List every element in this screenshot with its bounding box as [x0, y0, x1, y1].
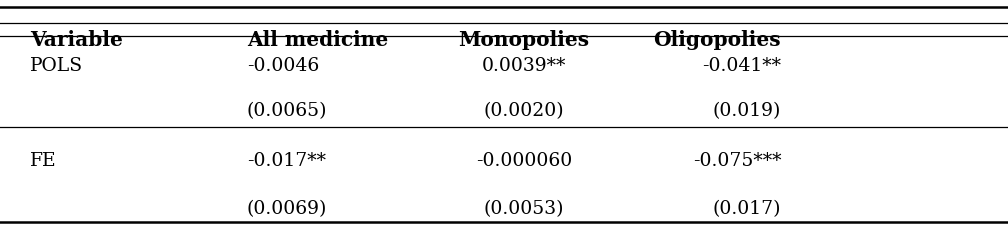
Text: -0.017**: -0.017** [247, 152, 326, 170]
Text: (0.0020): (0.0020) [484, 102, 564, 120]
Text: -0.075***: -0.075*** [692, 152, 781, 170]
Text: (0.0069): (0.0069) [247, 200, 328, 218]
Text: -0.0046: -0.0046 [247, 57, 320, 75]
Text: FE: FE [30, 152, 56, 170]
Text: -0.041**: -0.041** [703, 57, 781, 75]
Text: Variable: Variable [30, 30, 123, 49]
Text: (0.019): (0.019) [713, 102, 781, 120]
Text: -0.000060: -0.000060 [476, 152, 573, 170]
Text: (0.017): (0.017) [713, 200, 781, 218]
Text: 0.0039**: 0.0039** [482, 57, 566, 75]
Text: POLS: POLS [30, 57, 84, 75]
Text: (0.0065): (0.0065) [247, 102, 328, 120]
Text: Oligopolies: Oligopolies [653, 30, 781, 49]
Text: All medicine: All medicine [247, 30, 388, 49]
Text: Monopolies: Monopolies [459, 30, 590, 49]
Text: (0.0053): (0.0053) [484, 200, 564, 218]
